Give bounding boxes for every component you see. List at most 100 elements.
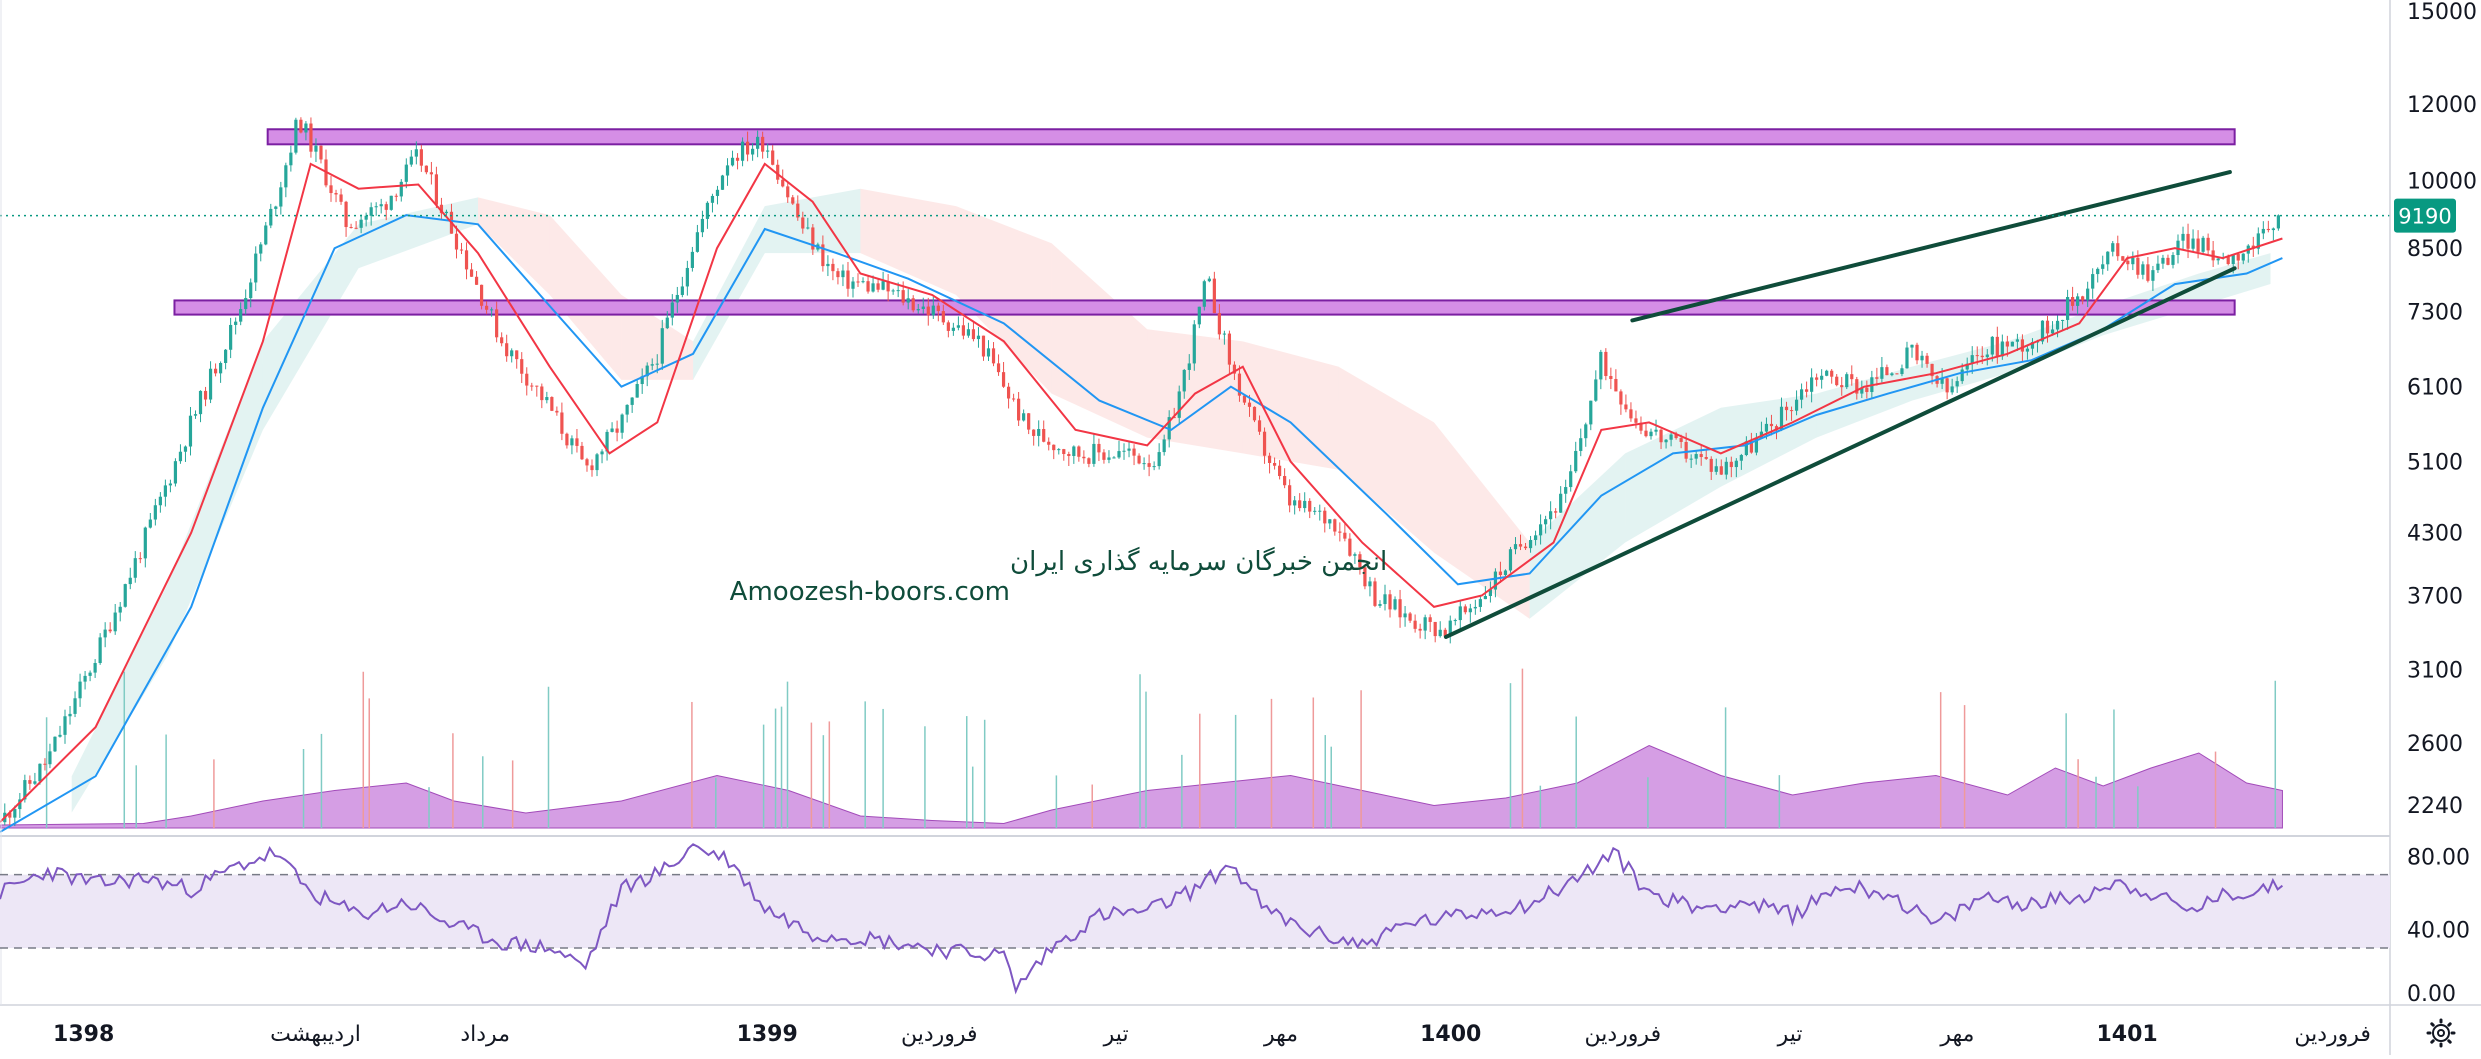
- candle-body: [1559, 493, 1563, 513]
- candle-body: [1965, 363, 1969, 370]
- candle-body: [1298, 500, 1302, 509]
- trendline[interactable]: [1443, 266, 2237, 639]
- candle-body: [565, 433, 569, 446]
- candle-body: [996, 363, 1001, 373]
- price-tick-label: 7300: [2407, 301, 2463, 326]
- candle-body: [695, 232, 700, 252]
- candle-body: [344, 201, 348, 228]
- candle-body: [1047, 441, 1051, 445]
- candle-body: [1152, 466, 1156, 468]
- candle-body: [2141, 264, 2145, 275]
- candle-body: [1433, 621, 1437, 637]
- price-axis[interactable]: 15000 12000 10000 8500 7300 6100 5100 4300 3700 3…: [2407, 0, 2477, 819]
- candle-body: [2266, 228, 2270, 231]
- price-tick-label: 2600: [2407, 732, 2463, 757]
- candle-body: [510, 350, 514, 357]
- watermark-url: Amoozesh-boors.com: [730, 577, 1010, 607]
- candle-body: [1017, 398, 1021, 421]
- candle-body: [2055, 320, 2060, 330]
- candle-body: [2081, 296, 2085, 301]
- candle-body: [1157, 452, 1161, 467]
- candle-body: [369, 207, 373, 216]
- candle-body: [93, 663, 97, 673]
- candle-body: [1077, 446, 1081, 457]
- candle-body: [1092, 443, 1096, 464]
- watermark-title: انجمن خبرگان سرمایه گذاری ایران: [1010, 546, 1387, 577]
- candle-body: [635, 384, 639, 398]
- candle-body: [1242, 395, 1247, 403]
- candle-body: [2096, 268, 2100, 275]
- candle-body: [2241, 253, 2245, 261]
- candle-body: [1032, 429, 1036, 436]
- candle-body: [776, 164, 780, 180]
- candle-body: [88, 672, 92, 676]
- candlestick-series: [3, 117, 2280, 827]
- candle-body: [173, 461, 178, 484]
- candle-body: [389, 195, 393, 210]
- rsi-tick-label: 80.00: [2407, 845, 2470, 870]
- trendlines[interactable]: [1443, 170, 2237, 639]
- candle-body: [2166, 257, 2170, 265]
- candle-body: [2136, 257, 2140, 275]
- candle-body: [1644, 430, 1648, 437]
- candle-body: [128, 577, 132, 585]
- candle-body: [1574, 450, 1578, 472]
- time-tick-label: 1401: [2096, 1022, 2157, 1047]
- candle-body: [961, 325, 966, 336]
- candle-body: [886, 281, 890, 292]
- candle-body: [1985, 354, 1989, 358]
- candle-body: [1187, 363, 1191, 370]
- candle-body: [414, 149, 418, 157]
- candle-body: [500, 337, 504, 344]
- ema-slow-line: [0, 214, 2283, 833]
- time-axis[interactable]: 1398 اردیبهشت مرداد 1399 فروردین تیر مهر 1400 فر…: [53, 1022, 2371, 1047]
- candle-body: [490, 309, 494, 311]
- rsi-pane[interactable]: [0, 843, 2390, 995]
- cloud-segment: [1816, 366, 1912, 438]
- rsi-axis[interactable]: 80.00 40.00 0.00: [2407, 845, 2470, 1007]
- candle-body: [163, 485, 167, 497]
- candle-body: [1488, 589, 1493, 597]
- candle-body: [1323, 510, 1327, 524]
- trendline[interactable]: [1630, 170, 2232, 323]
- candle-body: [1533, 535, 1538, 540]
- candle-body: [459, 249, 464, 251]
- candle-body: [946, 322, 950, 331]
- candle-body: [1257, 420, 1262, 432]
- candle-body: [1900, 368, 1904, 375]
- candle-body: [1027, 413, 1031, 430]
- candle-body: [1830, 370, 1834, 377]
- candle-body: [1734, 460, 1738, 468]
- candle-body: [1945, 378, 1949, 393]
- candle-body: [1177, 391, 1181, 418]
- candle-body: [1328, 519, 1332, 524]
- time-tick-label: مهر: [1263, 1022, 1298, 1047]
- candle-body: [1579, 438, 1583, 451]
- candle-body: [861, 281, 865, 283]
- candle-body: [1960, 369, 1964, 382]
- time-tick-label: مرداد: [460, 1022, 510, 1047]
- candle-body: [991, 348, 996, 364]
- candle-body: [444, 211, 449, 214]
- candle-body: [1835, 376, 1839, 386]
- candle-body: [103, 629, 107, 638]
- candle-body: [439, 204, 444, 214]
- gear-icon[interactable]: [2426, 1018, 2456, 1048]
- candle-body: [660, 328, 664, 364]
- candle-body: [1955, 381, 1959, 387]
- candle-body: [1453, 620, 1457, 622]
- candle-body: [1443, 629, 1447, 637]
- resistance-zone[interactable]: [266, 128, 2236, 146]
- candle-body: [2186, 233, 2190, 249]
- candle-body: [751, 148, 755, 155]
- candle-body: [2201, 237, 2205, 252]
- candle-body: [1513, 544, 1518, 550]
- cloud-segment: [1338, 366, 1434, 553]
- time-tick-label: 1398: [53, 1022, 114, 1047]
- candle-body: [1875, 377, 1879, 379]
- candle-body: [2040, 320, 2045, 342]
- candle-body: [1825, 370, 1829, 376]
- candle-body: [399, 181, 403, 197]
